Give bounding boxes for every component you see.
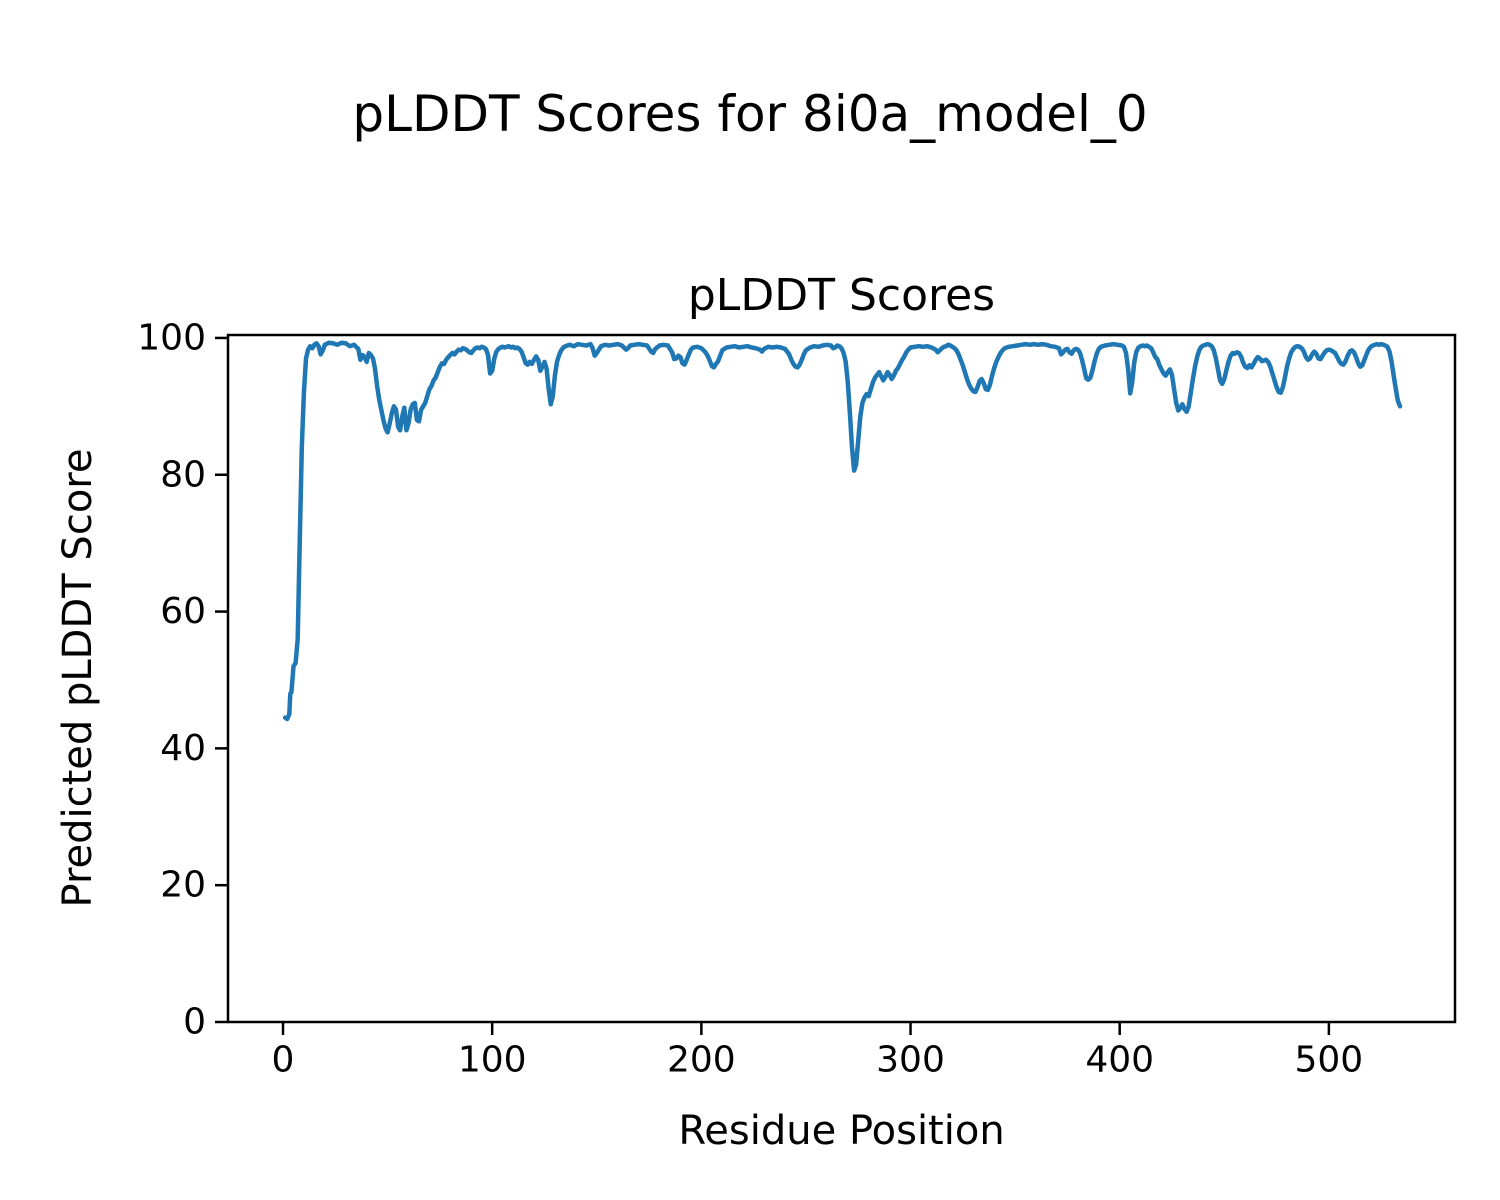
plddt-line <box>282 340 1403 722</box>
y-tick-label: 60 <box>160 591 206 632</box>
y-axis-label: Predicted pLDDT Score <box>55 448 101 908</box>
x-tick-label: 500 <box>1295 1040 1364 1081</box>
axes-spines <box>226 333 1457 1024</box>
x-tick-label: 0 <box>272 1040 295 1081</box>
axes-title: pLDDT Scores <box>687 270 996 321</box>
y-tick-label: 40 <box>160 728 206 769</box>
figure-suptitle: pLDDT Scores for 8i0a_model_0 <box>352 85 1148 143</box>
y-tick-label: 80 <box>160 454 206 495</box>
x-tick-label: 100 <box>458 1040 527 1081</box>
y-tick-label: 20 <box>160 865 206 906</box>
x-tick-label: 300 <box>876 1040 945 1081</box>
x-tick-label: 200 <box>667 1040 736 1081</box>
x-tick-label: 400 <box>1085 1040 1154 1081</box>
y-tick-label: 100 <box>137 317 206 358</box>
y-tick-label: 0 <box>183 1002 206 1043</box>
x-axis-label: Residue Position <box>678 1108 1005 1154</box>
